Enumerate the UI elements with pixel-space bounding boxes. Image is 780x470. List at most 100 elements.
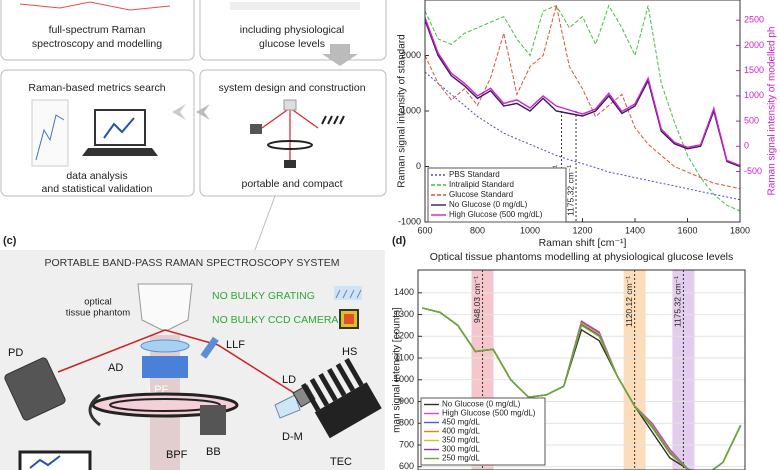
series-line bbox=[425, 19, 740, 168]
panel-label: (c) bbox=[3, 235, 17, 247]
x-tick-label: 1600 bbox=[677, 225, 697, 235]
y-tick-label: 1300 bbox=[394, 309, 414, 319]
rotation-arrow bbox=[88, 393, 101, 427]
laser-path bbox=[57, 329, 303, 399]
x-tick-label: 1400 bbox=[625, 225, 645, 235]
legend-label: High Glucose (500 mg/dL) bbox=[449, 210, 543, 219]
y2-tick-label: 0 bbox=[744, 141, 749, 151]
thumb-plot bbox=[19, 1, 171, 11]
annotation-label: 1120.12 cm⁻¹ bbox=[624, 276, 634, 327]
caption: full-spectrum Raman bbox=[49, 24, 146, 36]
label: tissue phantom bbox=[66, 308, 131, 319]
monitor bbox=[18, 450, 92, 470]
annotation-label: 1175.32 cm⁻¹ bbox=[673, 276, 683, 327]
legend-label: 250 mg/dL bbox=[442, 454, 480, 463]
y2-tick-label: 2000 bbox=[744, 40, 764, 50]
chart-title: Optical tissue phantoms modelling at phy… bbox=[430, 251, 734, 263]
y-tick-label: 0 bbox=[416, 161, 421, 171]
component-label: AD bbox=[108, 362, 123, 374]
caption: data analysis bbox=[66, 170, 127, 182]
caption: and statistical validation bbox=[42, 183, 153, 195]
component-label: LD bbox=[282, 374, 296, 386]
component-label: BB bbox=[206, 446, 221, 458]
arrow bbox=[322, 44, 358, 66]
arrow bbox=[196, 104, 210, 120]
series-line bbox=[425, 71, 740, 201]
y-tick-label: 1100 bbox=[395, 352, 414, 362]
caption: Raman-based metrics search bbox=[28, 82, 165, 94]
series-line bbox=[425, 5, 740, 190]
grating-icon bbox=[335, 289, 362, 299]
plot-frame bbox=[424, 0, 741, 223]
dichroic bbox=[274, 394, 301, 419]
laptop bbox=[82, 148, 158, 156]
y-tick-label: 1400 bbox=[394, 287, 414, 297]
thumb-plot bbox=[31, 99, 69, 167]
component-label: D-M bbox=[282, 431, 303, 443]
y-tick-label: 800 bbox=[399, 418, 414, 428]
x-tick-label: 1000 bbox=[520, 225, 540, 235]
thumb-setup bbox=[321, 115, 345, 125]
x-tick-label: 1800 bbox=[730, 225, 750, 235]
y-tick-label: -1000 bbox=[398, 216, 421, 226]
filter bbox=[200, 336, 219, 359]
y-tick-label: 2000 bbox=[401, 50, 421, 60]
thumb-setup bbox=[250, 124, 262, 134]
panel-a: full-spectrum Raman spectroscopy and mod… bbox=[0, 0, 387, 251]
component-label: BPF bbox=[166, 449, 188, 461]
thumb-plot bbox=[230, 2, 360, 10]
legend-label: 450 mg/dL bbox=[442, 418, 480, 427]
series-line bbox=[425, 17, 740, 167]
y2-tick-label: 500 bbox=[744, 115, 759, 125]
component-label: TEC bbox=[330, 456, 352, 468]
lens bbox=[140, 339, 190, 353]
legend-label: No Glucose (0 mg/dL) bbox=[442, 400, 521, 409]
feature: NO BULKY CCD CAMERA bbox=[212, 314, 338, 326]
legend-box bbox=[427, 167, 567, 223]
laptop bbox=[103, 117, 135, 139]
thumb-plot bbox=[35, 114, 65, 161]
beam-block bbox=[200, 405, 226, 435]
label: optical bbox=[84, 297, 111, 308]
y-tick-label: 900 bbox=[399, 396, 414, 406]
feature: NO BULKY GRATING bbox=[212, 290, 315, 302]
x-tick-label: 1200 bbox=[572, 225, 592, 235]
caption: system design and construction bbox=[218, 82, 365, 94]
annotation-label: 948.03 cm⁻¹ bbox=[472, 276, 482, 323]
component-label: LLF bbox=[226, 339, 245, 351]
legend-label: Intralipid Standard bbox=[449, 180, 514, 189]
box bbox=[199, 69, 387, 197]
arrow bbox=[172, 104, 186, 120]
caption: including physiological bbox=[240, 24, 344, 36]
thumb-setup bbox=[267, 140, 313, 150]
ccd-icon bbox=[344, 314, 354, 324]
thumb-setup bbox=[283, 99, 297, 111]
legend-label: 300 mg/dL bbox=[442, 445, 480, 454]
series-line bbox=[425, 4, 740, 212]
y-tick-label: 600 bbox=[399, 461, 414, 470]
panel-label: (d) bbox=[392, 235, 406, 247]
monitor bbox=[29, 455, 61, 469]
caption: glucose levels bbox=[259, 38, 325, 50]
legend-label: No Glucose (0 mg/dL) bbox=[449, 200, 528, 209]
caption: spectroscopy and modelling bbox=[32, 38, 162, 50]
component-label: HS bbox=[342, 346, 357, 358]
legend-label: PBS Standard bbox=[449, 170, 500, 179]
legend-label: High Glucose (500 mg/dL) bbox=[442, 409, 536, 418]
heatsink bbox=[314, 382, 382, 439]
laptop bbox=[94, 109, 146, 146]
caption: portable and compact bbox=[242, 178, 343, 190]
y2-tick-label: 1000 bbox=[744, 90, 764, 100]
y-axis-label: man signal intensity [counts] bbox=[392, 307, 403, 433]
connector bbox=[254, 195, 276, 251]
series-line bbox=[422, 307, 742, 470]
heatsink bbox=[301, 358, 382, 439]
y2-tick-label: 2500 bbox=[744, 15, 764, 25]
y-axis-label: Raman signal intensity of standard bbox=[397, 34, 408, 187]
box bbox=[0, 0, 195, 61]
legend-box bbox=[420, 397, 546, 466]
y-tick-label: 700 bbox=[399, 439, 414, 449]
plot-frame bbox=[417, 269, 746, 470]
y2-tick-label: -500 bbox=[744, 166, 762, 176]
